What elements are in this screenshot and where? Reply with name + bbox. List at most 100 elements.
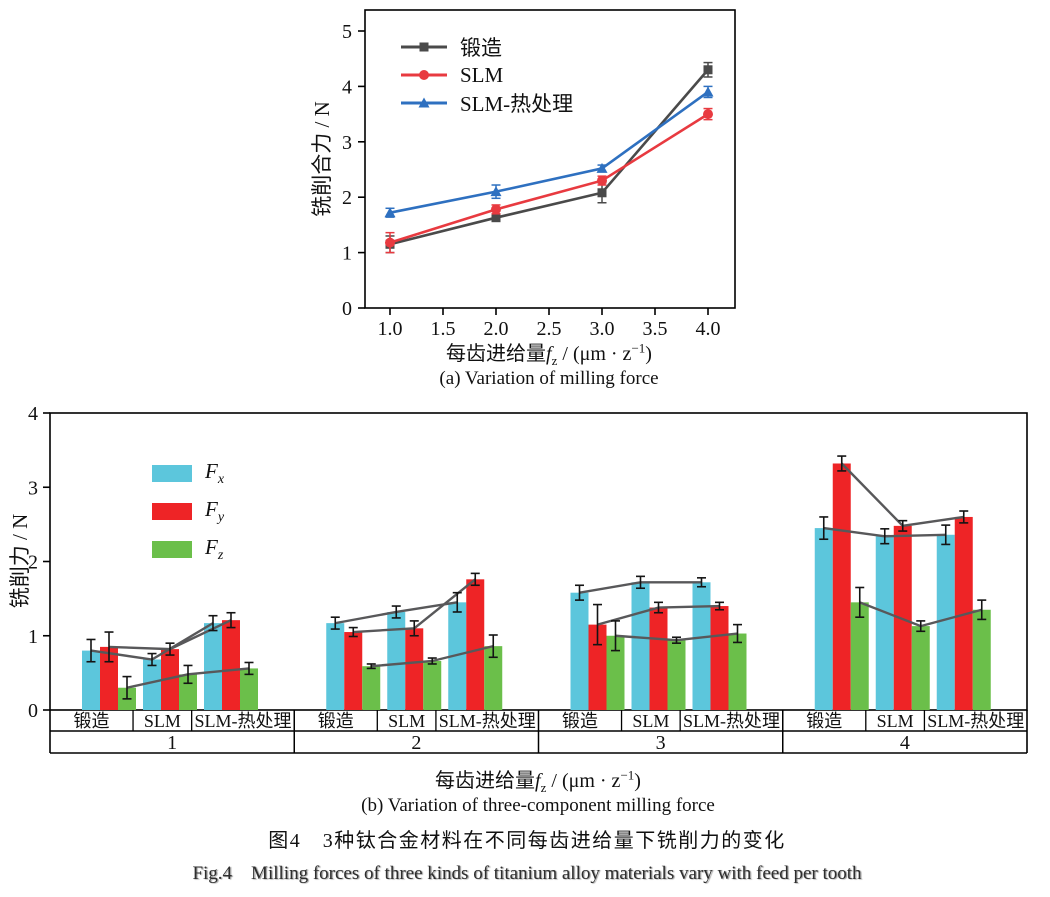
marker-square-icon: [419, 42, 429, 52]
figure-caption-en: Fig.4 Milling forces of three kinds of t…: [192, 863, 862, 884]
legend-item: Fz: [152, 535, 224, 564]
x-label-text: 每齿进给量: [446, 343, 547, 365]
y-tick-label: 2: [342, 187, 352, 209]
bar-Fy: [405, 628, 424, 710]
legend-label: Fx: [205, 459, 225, 488]
x-tick-label: 2.5: [537, 318, 562, 340]
feed-level-label: 2: [411, 732, 421, 754]
material-cell-label: SLM-热处理: [194, 711, 291, 731]
material-cell-label: SLM: [144, 711, 181, 731]
legend-swatch-icon: [152, 465, 192, 483]
bar-Fz: [423, 660, 442, 710]
material-cell-label: SLM: [632, 711, 669, 731]
bar-Fx: [387, 611, 406, 710]
marker-triangle-icon: [418, 97, 430, 108]
legend-swatch-icon: [152, 541, 192, 559]
series-line: [389, 112, 709, 244]
chart-a-caption: (a) Variation of milling force: [439, 368, 659, 389]
marker-triangle-icon: [384, 207, 396, 218]
legend-item: Fy: [152, 497, 224, 526]
material-cell-label: SLM-热处理: [683, 711, 780, 731]
bar-Fy: [649, 607, 668, 710]
series-SLM: [385, 107, 713, 254]
legend-label: 锻造: [460, 36, 502, 60]
bar-Fx: [692, 582, 711, 710]
bar-Fx: [875, 536, 894, 710]
bar-Fz: [850, 602, 869, 710]
bar-Fz: [240, 668, 258, 710]
x-label-subscript: z: [540, 780, 547, 795]
legend-item: SLM-热处理: [399, 89, 573, 117]
marker-circle-icon: [703, 109, 713, 120]
x-tick-label: 2.0: [484, 318, 509, 340]
y-tick-label: 4: [342, 76, 352, 98]
x-label-symbol: f: [546, 343, 552, 365]
x-tick-label: 1.5: [431, 318, 456, 340]
legend-label: Fy: [205, 497, 225, 526]
x-tick-label: 3.5: [643, 318, 668, 340]
legend-label: SLM-热处理: [460, 92, 574, 116]
bar-Fx: [143, 659, 161, 710]
bar-Fy: [588, 624, 607, 710]
feed-level-label: 4: [900, 732, 910, 754]
y-tick-label: 5: [342, 21, 352, 43]
bar-Fz: [667, 640, 686, 710]
x-label-unit-close: ): [634, 770, 641, 792]
bar-Fz: [606, 635, 625, 710]
bar-chart: 0 1 2 3 4: [28, 403, 1028, 722]
feed-level-label: 3: [656, 732, 666, 754]
bar-Fy: [466, 579, 485, 710]
bar-Fx: [326, 623, 345, 710]
material-cell-label: SLM: [388, 711, 425, 731]
bar-Fy: [344, 632, 363, 710]
marker-square-icon: [703, 65, 713, 75]
material-cell-label: 锻造: [562, 711, 598, 731]
bar-Fy: [100, 646, 118, 710]
x-label-superscript: −1: [620, 767, 635, 783]
marker-circle-icon: [419, 70, 429, 80]
bar-Fz: [728, 633, 747, 710]
legend-circle-marker-icon: [401, 70, 447, 80]
marker-triangle-icon: [596, 162, 608, 173]
legend-triangle-marker-icon: [401, 97, 447, 108]
feed-level-label: 1: [167, 732, 177, 754]
bar-Fz: [911, 626, 930, 710]
bar-Fx: [570, 592, 589, 710]
legend-label: Fz: [205, 535, 224, 564]
y-tick-label: 1: [28, 626, 38, 648]
material-cell-label: 锻造: [806, 711, 842, 731]
legend-label: SLM: [460, 62, 504, 87]
material-cell-label: 锻造: [318, 711, 354, 731]
bar-Fx: [204, 623, 222, 710]
bar-Fy: [832, 463, 851, 710]
legend-square-marker-icon: [401, 42, 447, 52]
x-axis-table: 锻造 SLM SLM-热处理 1 锻造 SLM SLM-热处理 2 锻造 SLM SLM-热处理 3 锻…: [49, 710, 1028, 754]
bar-Fx: [936, 534, 955, 710]
bar-Fx: [814, 528, 833, 710]
x-tick-label: 1.0: [378, 318, 403, 340]
x-tick-label: 4.0: [696, 318, 721, 340]
chart-b-y-axis-label: 铣削力 / N: [8, 513, 32, 609]
legend-swatch-icon: [152, 503, 192, 521]
x-label-subscript: z: [551, 353, 558, 368]
bar-Fy: [710, 606, 729, 710]
y-tick-label: 3: [28, 477, 38, 499]
y-tick-label: 1: [342, 243, 352, 265]
marker-square-icon: [597, 188, 607, 198]
bar-Fx: [82, 650, 100, 710]
bar-Fy: [161, 649, 179, 710]
chart-b-x-axis-label: 每齿进给量fz / (μm · z−1): [435, 764, 641, 796]
x-label-unit: / (μm · z: [557, 343, 632, 365]
x-label-unit-close: ): [645, 343, 652, 365]
plot-frame: [364, 9, 736, 309]
material-cell-label: SLM-热处理: [927, 711, 1024, 731]
marker-circle-icon: [597, 175, 607, 186]
marker-circle-icon: [491, 204, 501, 215]
series-SLM-热处理: [384, 85, 714, 218]
legend-item: SLM: [399, 61, 573, 89]
y-tick-label: 0: [28, 700, 38, 722]
bar-Fz: [972, 609, 991, 710]
y-tick-label: 0: [342, 298, 352, 320]
